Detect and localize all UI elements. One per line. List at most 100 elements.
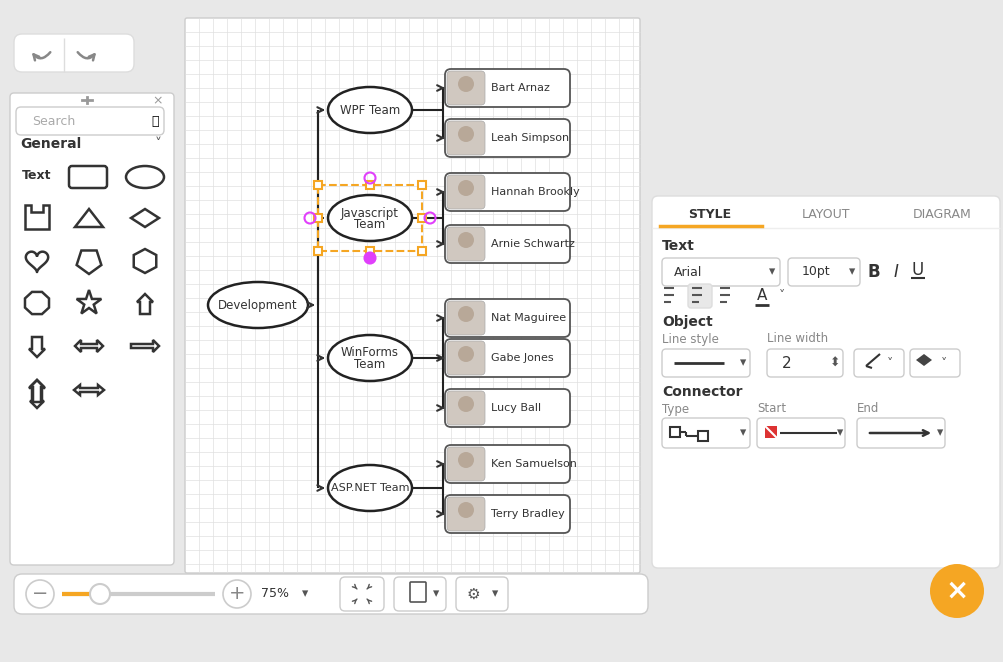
Text: ˅: ˅ (778, 289, 784, 303)
Ellipse shape (125, 166, 163, 188)
Circle shape (457, 180, 473, 196)
Bar (314, 181, 322, 189)
Bar (669, 427, 679, 437)
FancyBboxPatch shape (455, 577, 508, 611)
Text: Search: Search (32, 115, 75, 128)
FancyBboxPatch shape (446, 341, 484, 375)
Bar (366, 247, 374, 255)
Text: ⬍: ⬍ (828, 357, 840, 369)
Text: ˅: ˅ (940, 357, 946, 369)
Text: ▾: ▾ (768, 265, 774, 279)
Ellipse shape (328, 195, 411, 241)
Text: ▾: ▾ (302, 587, 308, 600)
FancyBboxPatch shape (16, 107, 163, 135)
Text: B: B (867, 263, 880, 281)
FancyBboxPatch shape (444, 445, 570, 483)
Text: Javascript: Javascript (341, 207, 398, 220)
FancyBboxPatch shape (661, 258, 779, 286)
FancyBboxPatch shape (409, 582, 425, 602)
Circle shape (929, 564, 983, 618)
Ellipse shape (208, 282, 308, 328)
Text: Hannah Brookly: Hannah Brookly (490, 187, 579, 197)
Text: ˅: ˅ (886, 357, 893, 369)
Text: 🔍: 🔍 (151, 115, 158, 128)
Text: STYLE: STYLE (688, 207, 731, 220)
Text: −: − (32, 585, 48, 604)
FancyBboxPatch shape (444, 225, 570, 263)
Text: Line width: Line width (766, 332, 827, 346)
Text: ▾: ▾ (491, 587, 497, 600)
Text: ▾: ▾ (739, 357, 745, 369)
FancyBboxPatch shape (687, 284, 711, 308)
Bar (366, 181, 374, 189)
Text: ASP.NET Team: ASP.NET Team (330, 483, 409, 493)
Text: Text: Text (22, 169, 52, 181)
Text: ▾: ▾ (432, 587, 438, 600)
FancyBboxPatch shape (446, 497, 484, 531)
Circle shape (26, 580, 54, 608)
Circle shape (457, 502, 473, 518)
Circle shape (457, 306, 473, 322)
FancyBboxPatch shape (444, 69, 570, 107)
Text: Start: Start (756, 402, 785, 416)
Bar (314, 247, 322, 255)
FancyBboxPatch shape (444, 299, 570, 337)
Text: A: A (756, 289, 766, 303)
FancyBboxPatch shape (446, 71, 484, 105)
Text: Team: Team (354, 218, 385, 232)
Bar (417, 247, 425, 255)
Bar (417, 181, 425, 189)
FancyBboxPatch shape (446, 175, 484, 209)
Text: WPF Team: WPF Team (340, 103, 400, 117)
Text: ×: × (152, 95, 163, 107)
FancyBboxPatch shape (10, 93, 174, 565)
Text: 75%: 75% (261, 587, 289, 600)
Text: Leah Simpson: Leah Simpson (490, 133, 569, 143)
Text: Connector: Connector (661, 385, 742, 399)
FancyBboxPatch shape (444, 339, 570, 377)
Text: I: I (893, 263, 898, 281)
Circle shape (90, 584, 110, 604)
FancyBboxPatch shape (857, 418, 944, 448)
Text: LAYOUT: LAYOUT (801, 207, 850, 220)
Text: Terry Bradley: Terry Bradley (490, 509, 565, 519)
Text: End: End (857, 402, 879, 416)
FancyBboxPatch shape (661, 418, 749, 448)
Text: +: + (229, 585, 245, 604)
FancyBboxPatch shape (444, 389, 570, 427)
FancyBboxPatch shape (340, 577, 383, 611)
Text: Arial: Arial (673, 265, 702, 279)
Text: Lucy Ball: Lucy Ball (490, 403, 541, 413)
FancyBboxPatch shape (69, 166, 107, 188)
Text: Line style: Line style (661, 332, 718, 346)
Ellipse shape (328, 87, 411, 133)
Text: ×: × (945, 577, 968, 605)
Circle shape (223, 580, 251, 608)
FancyBboxPatch shape (854, 349, 903, 377)
Text: Text: Text (661, 239, 694, 253)
FancyBboxPatch shape (446, 121, 484, 155)
Circle shape (364, 252, 375, 263)
Circle shape (457, 76, 473, 92)
Circle shape (457, 346, 473, 362)
FancyBboxPatch shape (444, 119, 570, 157)
Bar (314, 214, 322, 222)
FancyBboxPatch shape (446, 227, 484, 261)
Text: 10pt: 10pt (801, 265, 829, 279)
Text: ⚙: ⚙ (465, 587, 479, 602)
FancyBboxPatch shape (444, 495, 570, 533)
Circle shape (457, 396, 473, 412)
Text: ▾: ▾ (739, 426, 745, 440)
Text: Bart Arnaz: Bart Arnaz (490, 83, 550, 93)
Text: ˅: ˅ (154, 137, 161, 151)
Ellipse shape (328, 465, 411, 511)
Text: ▾: ▾ (936, 426, 942, 440)
FancyBboxPatch shape (446, 301, 484, 335)
Text: Nat Maguiree: Nat Maguiree (490, 313, 566, 323)
Text: Object: Object (661, 315, 712, 329)
FancyBboxPatch shape (756, 418, 845, 448)
FancyBboxPatch shape (393, 577, 445, 611)
FancyBboxPatch shape (651, 196, 999, 568)
FancyBboxPatch shape (446, 447, 484, 481)
FancyBboxPatch shape (14, 574, 647, 614)
